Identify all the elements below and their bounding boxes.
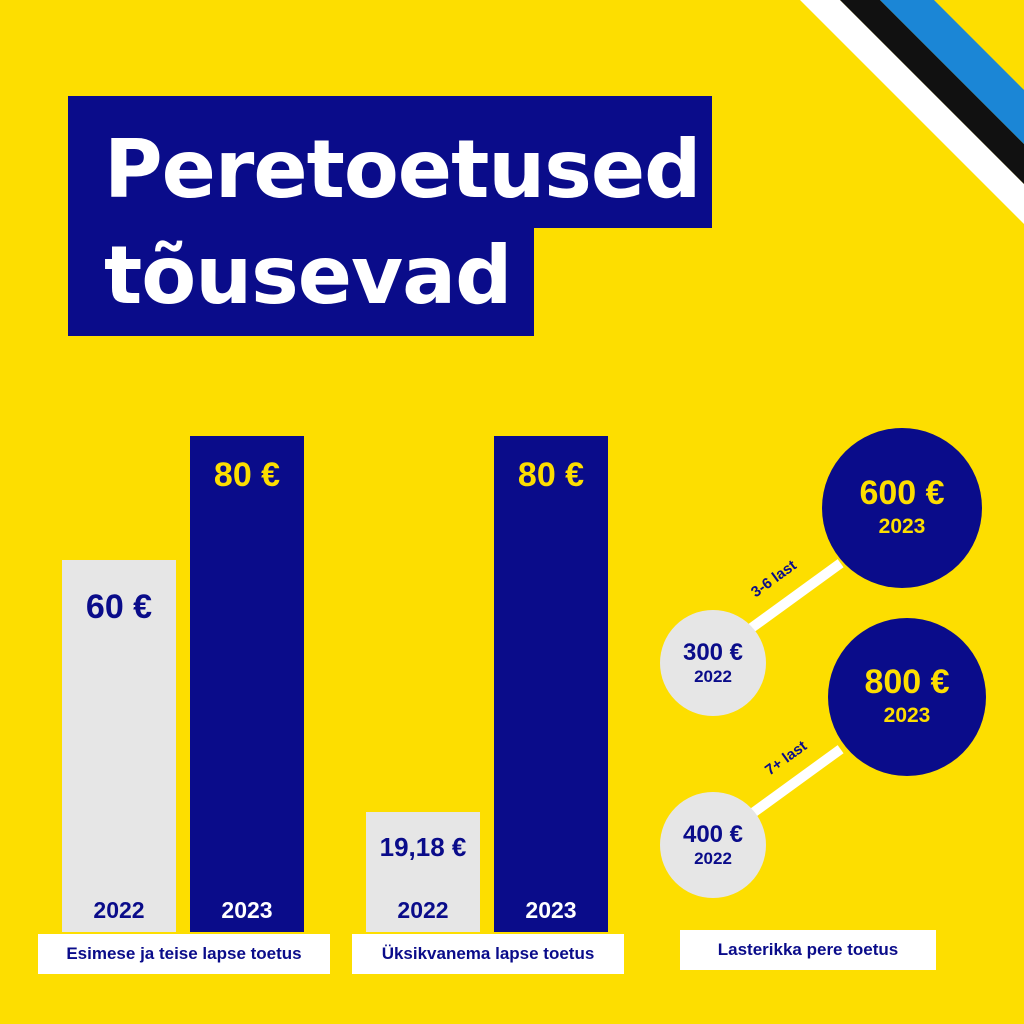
- bar-year-label: 2023: [221, 897, 273, 923]
- title-line-1: Peretoetused: [68, 96, 712, 228]
- bar-year-label: 2022: [93, 897, 145, 923]
- bar-chart2-2022: 19,18 € 2022: [366, 812, 480, 932]
- bar-year-label: 2023: [525, 897, 577, 923]
- chart3-label: Lasterikka pere toetus: [680, 930, 936, 970]
- black-stripe: [840, 0, 1024, 184]
- circle-3-6-last-2023: 600 € 2023: [822, 428, 982, 588]
- bar-chart2-2023: 80 € 2023: [494, 436, 608, 932]
- chart2-label: Üksikvanema lapse toetus: [352, 934, 624, 974]
- white-stripe: [800, 0, 1024, 224]
- circle-year: 2022: [694, 667, 732, 687]
- circle-3-6-last-2022: 300 € 2022: [660, 610, 766, 716]
- circle-year: 2023: [878, 515, 926, 538]
- circle-amount: 800 €: [864, 662, 950, 701]
- circle-year: 2023: [883, 704, 931, 727]
- bar-chart1-2022: 60 € 2022: [62, 560, 176, 932]
- circle-year: 2022: [694, 849, 732, 869]
- bar-value-label: 19,18 €: [379, 832, 467, 862]
- bar-value-label: 80 €: [517, 456, 585, 494]
- bar-year-label: 2022: [397, 897, 449, 923]
- chart1-label: Esimese ja teise lapse toetus: [38, 934, 330, 974]
- bar-value-label: 80 €: [213, 456, 281, 494]
- circle-7plus-last-2022: 400 € 2022: [660, 792, 766, 898]
- bar-value-label: 60 €: [85, 588, 153, 626]
- title-line-2: tõusevad: [68, 226, 534, 336]
- blue-stripe: [880, 0, 1024, 144]
- circle-amount: 400 €: [682, 820, 744, 848]
- circle-amount: 300 €: [682, 638, 744, 666]
- bar-chart1-2023: 80 € 2023: [190, 436, 304, 932]
- circle-7plus-last-2023: 800 € 2023: [828, 618, 986, 776]
- circle-amount: 600 €: [859, 473, 945, 512]
